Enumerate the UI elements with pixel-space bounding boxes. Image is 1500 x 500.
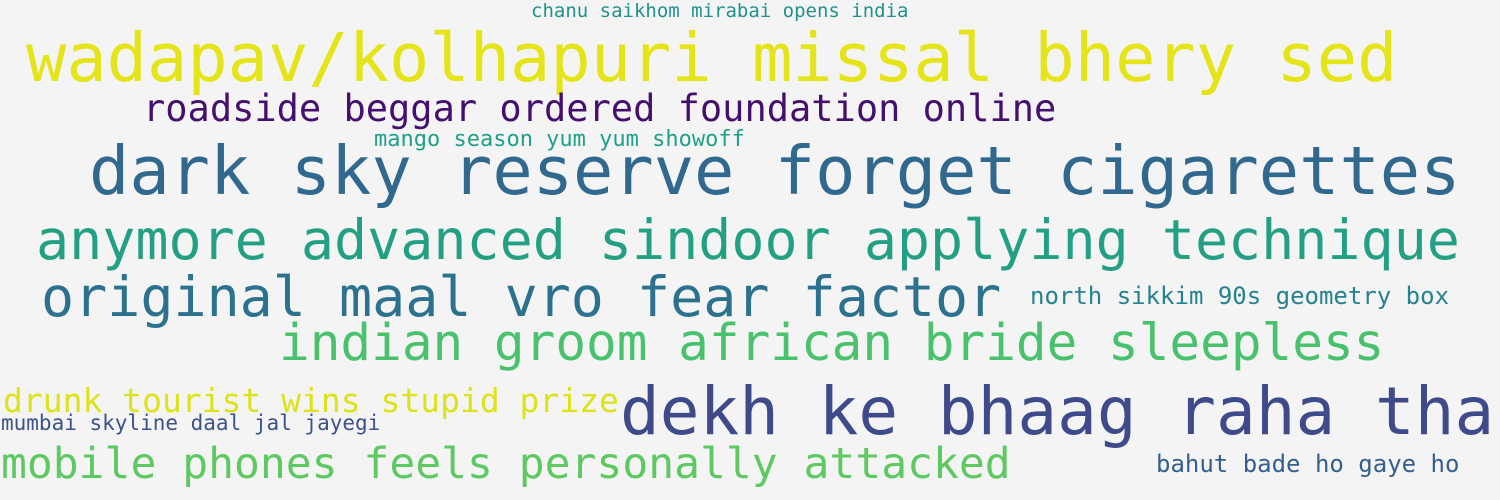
phrase-bahut-bade: bahut bade ho gaye ho (1156, 450, 1460, 478)
phrase-mobile-phones: mobile phones feels personally attacked (1, 439, 1011, 489)
phrase-north-sikkim: north sikkim 90s geometry box (1030, 282, 1450, 310)
phrase-roadside-beggar: roadside beggar ordered foundation onlin… (143, 87, 1057, 130)
phrase-mumbai-skyline: mumbai skyline daal jal jayegi (1, 411, 381, 435)
phrase-chanu-saikhom: chanu saikhom mirabai opens india (531, 0, 909, 22)
phrase-anymore-advanced: anymore advanced sindoor applying techni… (36, 208, 1460, 272)
phrase-mango-season: mango season yum yum showoff (374, 127, 745, 152)
phrase-original-maal: original maal vro fear factor (41, 265, 1002, 329)
phrase-dekh-ke-bhaag: dekh ke bhaag raha tha (620, 373, 1495, 450)
phrase-drunk-tourist: drunk tourist wins stupid prize (3, 381, 619, 420)
phrase-indian-groom: indian groom african bride sleepless (279, 314, 1385, 373)
phrase-wadapav: wadapav/kolhapuri missal bhery sed (26, 19, 1398, 97)
phrase-dark-sky: dark sky reserve forget cigarettes (89, 132, 1461, 210)
